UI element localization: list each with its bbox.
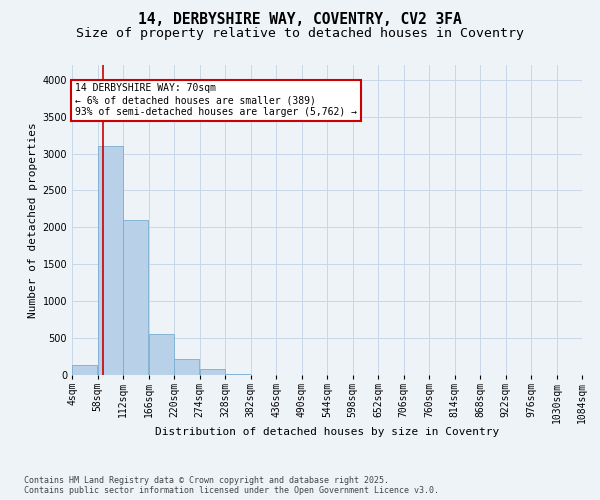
Bar xyxy=(123,220,148,375)
Text: 14 DERBYSHIRE WAY: 70sqm
← 6% of detached houses are smaller (389)
93% of semi-d: 14 DERBYSHIRE WAY: 70sqm ← 6% of detache… xyxy=(75,84,357,116)
Bar xyxy=(149,334,174,375)
Text: Size of property relative to detached houses in Coventry: Size of property relative to detached ho… xyxy=(76,28,524,40)
Bar xyxy=(225,374,250,375)
Text: 14, DERBYSHIRE WAY, COVENTRY, CV2 3FA: 14, DERBYSHIRE WAY, COVENTRY, CV2 3FA xyxy=(138,12,462,28)
Bar xyxy=(174,359,199,375)
Bar xyxy=(200,370,225,375)
Text: Contains HM Land Registry data © Crown copyright and database right 2025.
Contai: Contains HM Land Registry data © Crown c… xyxy=(24,476,439,495)
X-axis label: Distribution of detached houses by size in Coventry: Distribution of detached houses by size … xyxy=(155,427,499,437)
Y-axis label: Number of detached properties: Number of detached properties xyxy=(28,122,38,318)
Bar xyxy=(98,146,123,375)
Bar xyxy=(72,366,97,375)
